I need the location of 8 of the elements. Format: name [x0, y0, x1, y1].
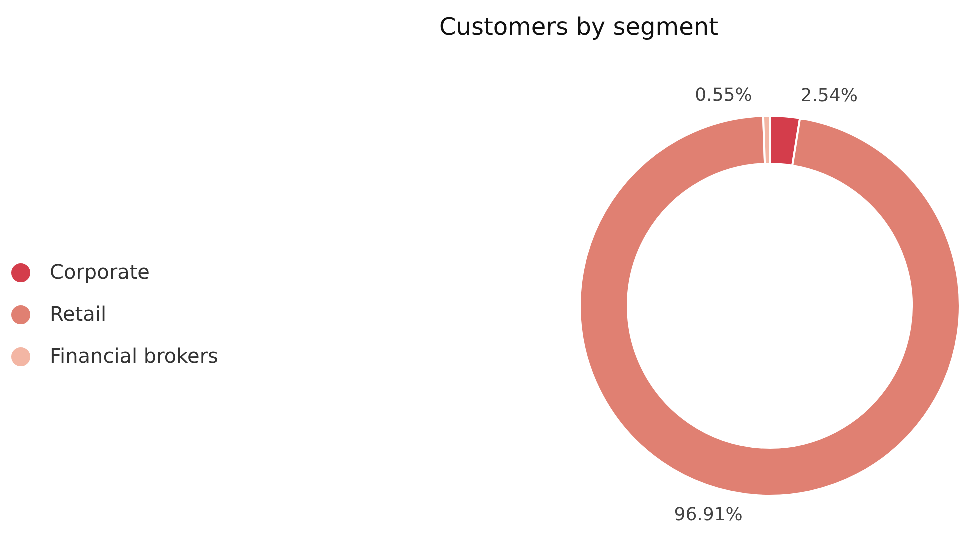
legend-label: Corporate — [50, 260, 150, 284]
chart-title: Customers by segment — [439, 13, 719, 41]
donut-slice — [579, 115, 961, 497]
data-label: 96.91% — [674, 504, 743, 526]
legend-label: Retail — [50, 302, 107, 326]
data-label: 2.54% — [800, 86, 858, 107]
data-label: 0.55% — [695, 85, 752, 106]
legend-label: Financial brokers — [50, 344, 218, 368]
